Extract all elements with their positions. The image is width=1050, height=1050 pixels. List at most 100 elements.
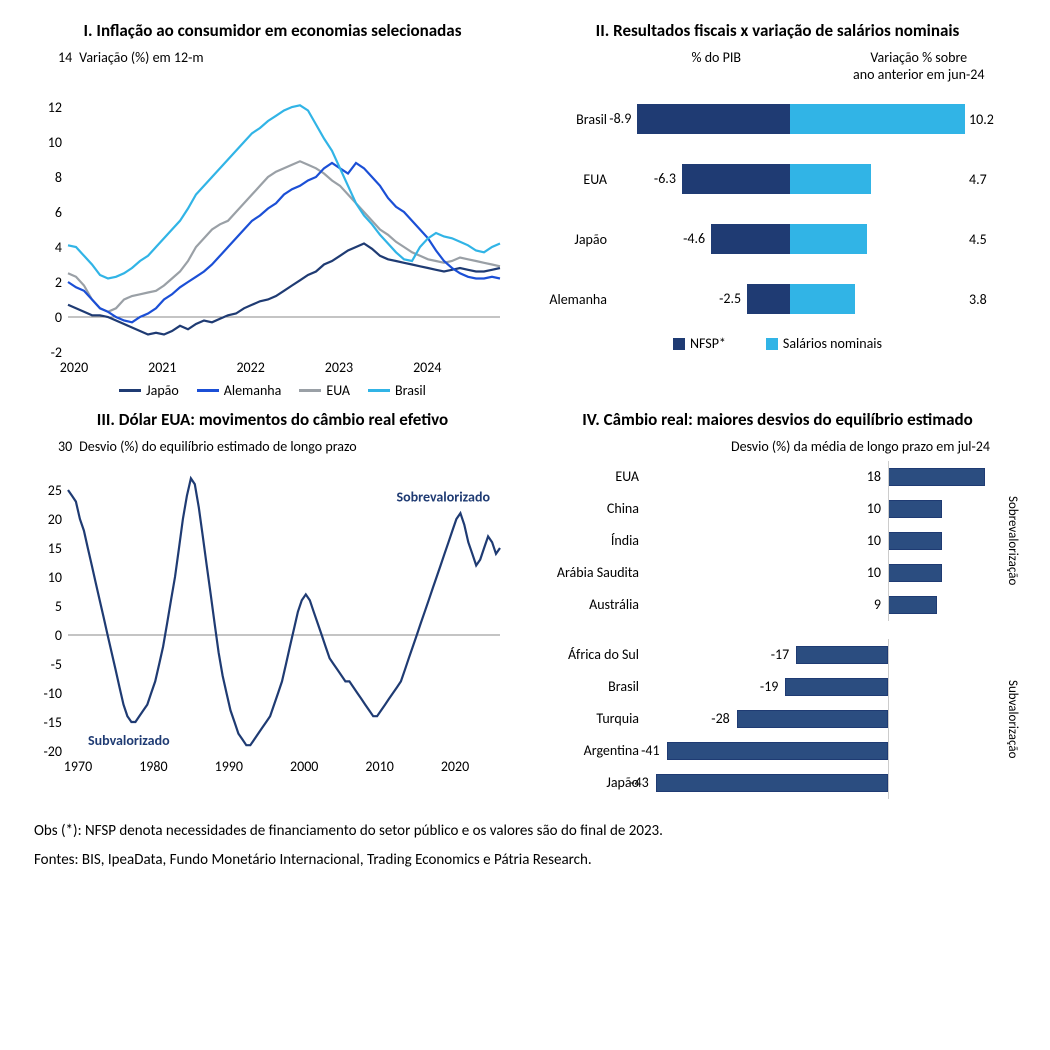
panel-2: II. Resultados fiscais x variação de sal… [535, 20, 1020, 399]
bar-category: Brasil [535, 111, 615, 128]
svg-text:-20: -20 [44, 743, 62, 760]
bar-category: EUA [535, 171, 615, 188]
svg-text:15: 15 [48, 540, 62, 557]
svg-text:2021: 2021 [148, 359, 176, 376]
country-label: Índia [535, 525, 645, 557]
nfsp-value: -2.5 [719, 290, 741, 307]
panel-4-sub: Desvio (%) da média de longo prazo em ju… [535, 438, 1020, 455]
chart-grid: I. Inflação ao consumidor em economias s… [30, 20, 1020, 799]
svg-text:1970: 1970 [64, 758, 92, 775]
swatch-germany [197, 389, 219, 392]
deviation-bar [888, 500, 942, 518]
panel-3: III. Dólar EUA: movimentos do câmbio rea… [30, 409, 515, 799]
nfsp-bar: -2.5 [747, 284, 790, 314]
bar-category: Japão [535, 231, 615, 248]
svg-text:0: 0 [55, 627, 62, 644]
deviation-bar [667, 742, 888, 760]
deviation-bar [888, 596, 937, 614]
svg-text:1980: 1980 [139, 758, 167, 775]
deviation-bar [796, 646, 888, 664]
country-label: Japão [535, 767, 645, 799]
panel-1-ylabel: 14 Variação (%) em 12-m [58, 49, 515, 66]
nfsp-bar: -8.9 [637, 104, 790, 134]
swatch-usa [299, 389, 321, 392]
svg-text:2020: 2020 [441, 758, 469, 775]
deviation-bar [785, 678, 888, 696]
panel-2-subhead: % do PIB Variação % sobre ano anterior e… [535, 49, 1020, 83]
svg-text:Subvalorizado: Subvalorizado [88, 732, 170, 749]
deviation-bar [888, 468, 985, 486]
panel-2-legend: NFSP* Salários nominais [535, 335, 1020, 352]
footnote-1: Obs (*): NFSP denota necessidades de fin… [34, 817, 1016, 846]
deviation-value: 10 [867, 500, 881, 517]
svg-text:2022: 2022 [236, 359, 264, 376]
svg-text:25: 25 [48, 482, 62, 499]
svg-text:20: 20 [48, 511, 62, 528]
salarios-value: 3.8 [965, 291, 1010, 308]
swatch-brazil [368, 389, 390, 392]
bar-category: Alemanha [535, 291, 615, 308]
panel-4-bars: EUA 18 SobrevalorizaçãoChina 10 Índia 10… [535, 461, 1020, 799]
svg-text:4: 4 [55, 239, 62, 256]
footnotes: Obs (*): NFSP denota necessidades de fin… [30, 817, 1020, 874]
svg-text:10: 10 [48, 134, 62, 151]
salarios-value: 4.7 [965, 171, 1010, 188]
country-label: EUA [535, 461, 645, 493]
svg-text:2023: 2023 [325, 359, 353, 376]
deviation-bar [737, 710, 888, 728]
panel-2-bars: Brasil -8.9 10.2 EUA -6.3 4.7 Japão [535, 89, 1020, 329]
panel-3-title: III. Dólar EUA: movimentos do câmbio rea… [30, 409, 515, 430]
svg-text:8: 8 [55, 169, 62, 186]
side-label-under: Subvalorização [996, 639, 1020, 799]
bar-row: Japão -4.6 4.5 [535, 209, 1020, 269]
nfsp-bar: -6.3 [682, 164, 790, 194]
svg-text:1990: 1990 [215, 758, 243, 775]
deviation-value: -43 [630, 774, 648, 791]
deviation-value: -28 [711, 710, 729, 727]
bar-row: Alemanha -2.5 3.8 [535, 269, 1020, 329]
country-label: China [535, 493, 645, 525]
deviation-value: 10 [867, 564, 881, 581]
nfsp-value: -8.9 [609, 110, 631, 127]
bar-row: Brasil -8.9 10.2 [535, 89, 1020, 149]
country-label: Argentina [535, 735, 645, 767]
deviation-value: -19 [760, 678, 778, 695]
panel-1-title: I. Inflação ao consumidor em economias s… [30, 20, 515, 41]
svg-text:2010: 2010 [365, 758, 393, 775]
deviation-bar [656, 774, 888, 792]
swatch-nfsp [673, 338, 685, 350]
panel-1: I. Inflação ao consumidor em economias s… [30, 20, 515, 399]
svg-text:0: 0 [55, 309, 62, 326]
footnote-2: Fontes: BIS, IpeaData, Fundo Monetário I… [34, 846, 1016, 875]
svg-text:2000: 2000 [290, 758, 318, 775]
country-label: Austrália [535, 589, 645, 621]
panel-1-chart: -202468101220202021202220232024 [30, 68, 510, 378]
country-label: Brasil [535, 671, 645, 703]
deviation-value: 9 [874, 596, 881, 613]
deviation-value: -17 [771, 646, 789, 663]
panel-3-chart: -20 -15 -10 -5 0 5 10 15 20 25 1970 1980 1990 2000 201… [30, 457, 510, 777]
country-label: Turquia [535, 703, 645, 735]
nfsp-bar: -4.6 [711, 224, 790, 254]
salarios-bar [790, 164, 871, 194]
side-label-over: Sobrevalorização [996, 461, 1020, 621]
svg-text:2020: 2020 [60, 359, 88, 376]
svg-text:-15: -15 [44, 714, 62, 731]
svg-text:-5: -5 [51, 656, 62, 673]
salarios-value: 4.5 [965, 231, 1010, 248]
svg-text:12: 12 [48, 99, 62, 116]
salarios-bar [790, 224, 867, 254]
panel-4-title: IV. Câmbio real: maiores desvios do equi… [535, 409, 1020, 430]
deviation-value: -41 [641, 742, 659, 759]
deviation-bar [888, 564, 942, 582]
panel-3-ylabel: 30 Desvio (%) do equilíbrio estimado de … [58, 438, 515, 455]
svg-text:-10: -10 [44, 685, 62, 702]
nfsp-value: -6.3 [654, 170, 676, 187]
swatch-salarios [766, 338, 778, 350]
panel-1-legend: Japão Alemanha EUA Brasil [30, 382, 515, 399]
nfsp-value: -4.6 [683, 230, 705, 247]
svg-text:5: 5 [55, 598, 62, 615]
svg-text:6: 6 [55, 204, 62, 221]
svg-text:Sobrevalorizado: Sobrevalorizado [396, 489, 490, 506]
svg-text:10: 10 [48, 569, 62, 586]
